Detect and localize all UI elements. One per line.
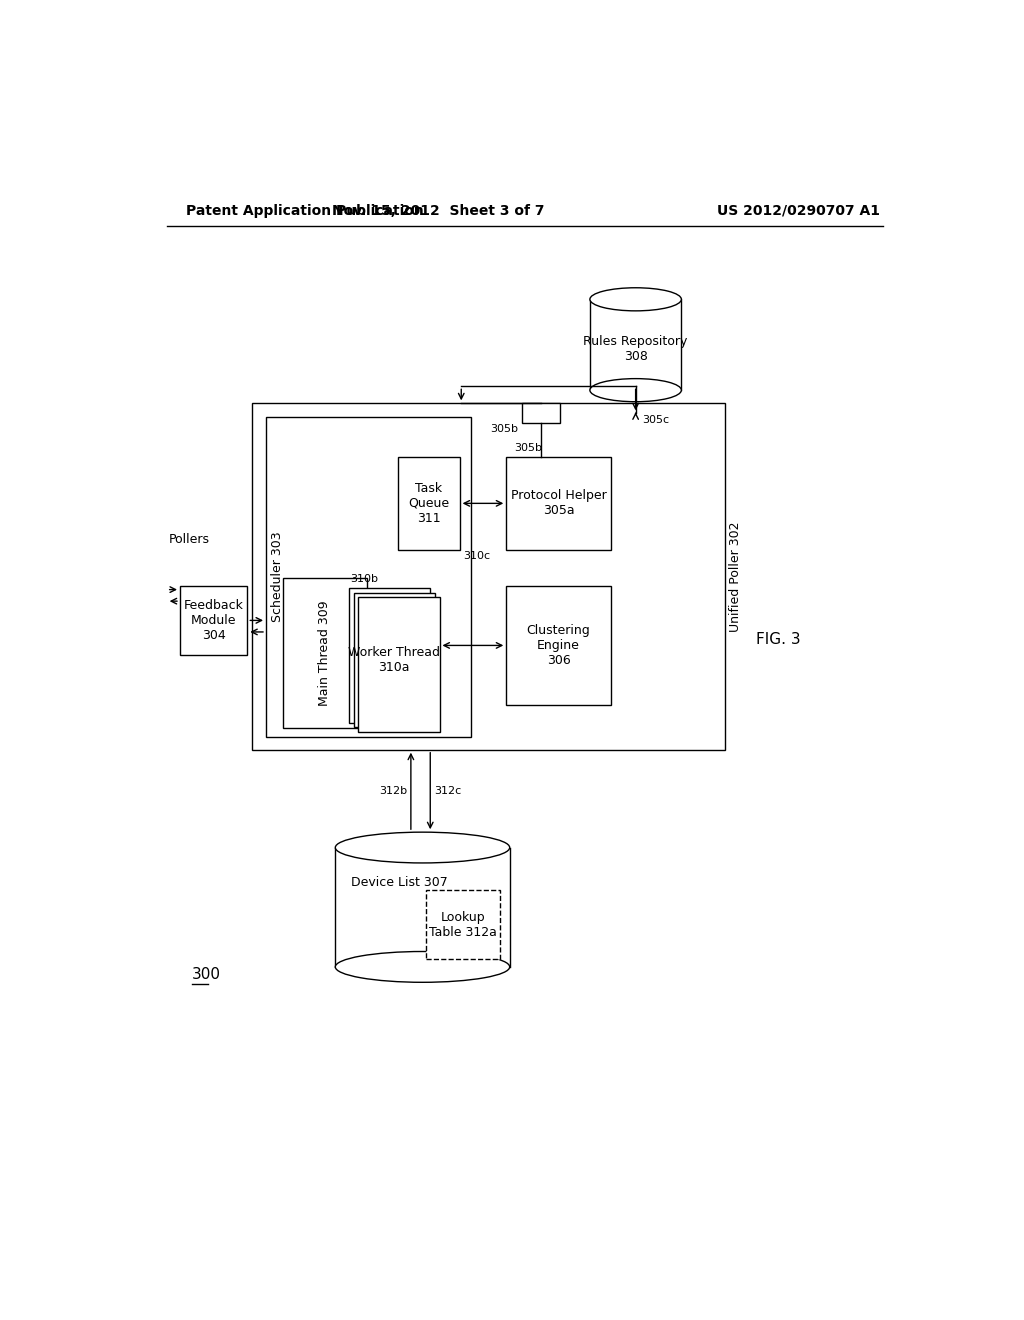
Bar — [266, 417, 471, 737]
Text: Device List 307: Device List 307 — [351, 875, 447, 888]
Text: Protocol Helper
305a: Protocol Helper 305a — [511, 490, 606, 517]
Text: Lookup
Table 312a: Lookup Table 312a — [429, 911, 497, 939]
Bar — [506, 586, 611, 705]
Text: Worker Thread
310a: Worker Thread 310a — [348, 645, 440, 675]
Text: 305c: 305c — [642, 416, 669, 425]
Ellipse shape — [590, 379, 681, 401]
Ellipse shape — [335, 832, 510, 863]
Text: Task
Queue
311: Task Queue 311 — [409, 482, 450, 525]
Ellipse shape — [590, 288, 681, 312]
Bar — [506, 457, 611, 549]
Text: FIG. 3: FIG. 3 — [756, 632, 801, 647]
Bar — [358, 597, 439, 733]
Bar — [283, 578, 367, 729]
Text: 305b: 305b — [489, 424, 518, 434]
Text: Rules Repository
308: Rules Repository 308 — [584, 334, 688, 363]
Bar — [349, 589, 430, 723]
Text: 310b: 310b — [350, 574, 379, 583]
Bar — [353, 593, 435, 727]
Text: Main Thread 309: Main Thread 309 — [318, 601, 332, 706]
Text: 305b: 305b — [514, 444, 542, 453]
Text: Unified Poller 302: Unified Poller 302 — [729, 521, 742, 632]
Text: 312c: 312c — [434, 785, 462, 796]
Bar — [521, 404, 560, 422]
Bar — [180, 586, 248, 655]
Bar — [397, 457, 460, 549]
Text: Pollers: Pollers — [168, 533, 209, 546]
Text: Clustering
Engine
306: Clustering Engine 306 — [526, 624, 591, 667]
Ellipse shape — [335, 952, 510, 982]
Text: Feedback
Module
304: Feedback Module 304 — [183, 599, 244, 642]
Text: US 2012/0290707 A1: US 2012/0290707 A1 — [717, 203, 880, 218]
Text: Scheduler 303: Scheduler 303 — [271, 532, 284, 622]
Text: 312b: 312b — [379, 785, 407, 796]
Text: Nov. 15, 2012  Sheet 3 of 7: Nov. 15, 2012 Sheet 3 of 7 — [332, 203, 544, 218]
Text: 300: 300 — [191, 968, 220, 982]
Text: 310c: 310c — [463, 550, 489, 561]
Text: Patent Application Publication: Patent Application Publication — [186, 203, 424, 218]
Bar — [426, 890, 500, 960]
Bar — [252, 404, 725, 750]
